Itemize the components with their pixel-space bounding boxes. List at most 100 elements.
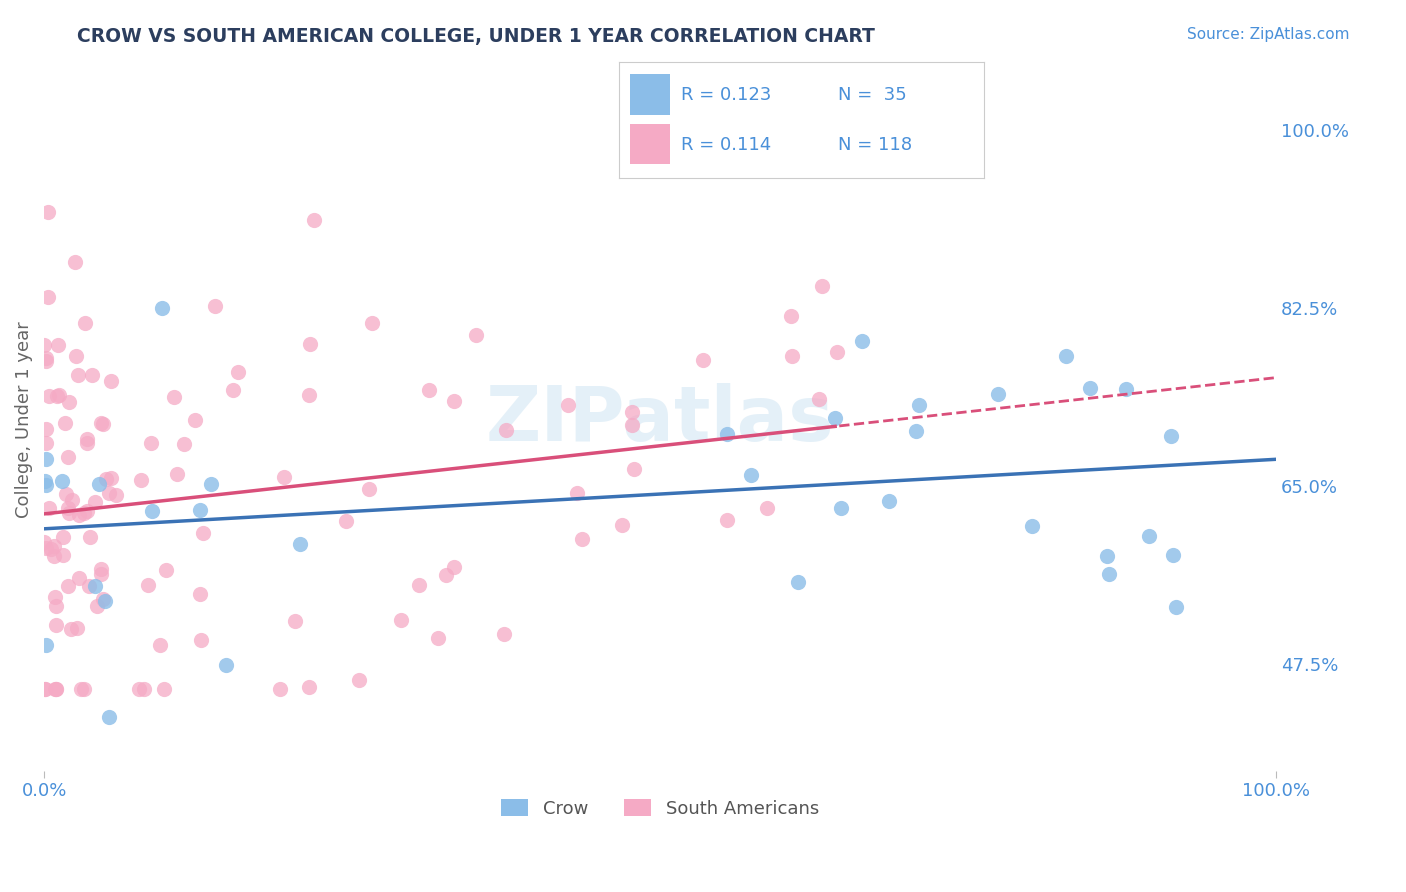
Point (200, 477, 222, 491)
Text: CROW VS SOUTH AMERICAN COLLEGE, UNDER 1 YEAR CORRELATION CHART: CROW VS SOUTH AMERICAN COLLEGE, UNDER 1 … (77, 27, 875, 45)
Point (132, 682, 155, 697)
Point (1161, 548, 1184, 562)
Point (91, 417, 114, 431)
Point (76, 504, 98, 518)
Point (623, 462, 645, 476)
Point (443, 394, 465, 409)
Point (139, 436, 162, 450)
Point (1078, 381, 1101, 395)
Point (86, 599, 108, 613)
Point (908, 398, 931, 412)
Point (90, 562, 112, 576)
Point (100, 375, 122, 389)
Point (55, 486, 77, 500)
Point (811, 278, 834, 293)
Point (35, 351, 58, 366)
Point (91, 591, 114, 606)
Point (59, 622, 82, 636)
Point (35, 421, 58, 435)
Point (34, 436, 56, 450)
Point (48, 337, 70, 351)
Point (45, 682, 67, 697)
Point (44, 539, 66, 553)
Point (756, 500, 779, 515)
Point (70, 682, 93, 697)
Point (188, 587, 211, 601)
Point (48, 388, 70, 402)
Point (827, 344, 849, 359)
Point (557, 398, 579, 412)
Bar (630, 74, 669, 114)
Text: N = 118: N = 118 (838, 136, 912, 153)
Point (1160, 429, 1182, 443)
Point (1021, 519, 1043, 533)
Point (56, 579, 79, 593)
Point (128, 682, 150, 697)
Point (427, 631, 450, 645)
Point (136, 577, 159, 591)
Point (494, 627, 516, 641)
Point (1164, 600, 1187, 615)
Point (716, 513, 738, 527)
Point (97, 710, 120, 724)
Point (141, 503, 163, 517)
Point (66, 621, 89, 635)
Point (34, 682, 56, 697)
Point (780, 349, 803, 363)
Point (298, 680, 321, 694)
Point (1097, 566, 1119, 581)
Point (83, 579, 105, 593)
Point (32, 337, 55, 351)
Point (780, 310, 803, 324)
Point (298, 336, 321, 351)
Point (45, 682, 67, 697)
Point (273, 470, 295, 484)
Y-axis label: College, Under 1 year: College, Under 1 year (15, 321, 32, 518)
Point (565, 486, 588, 500)
Point (53, 417, 76, 431)
Point (42, 549, 65, 564)
Point (361, 316, 384, 330)
Point (188, 503, 211, 517)
Point (184, 413, 207, 427)
Point (34, 474, 56, 488)
Point (288, 537, 311, 551)
Point (73, 682, 96, 697)
Point (389, 613, 412, 627)
Point (45, 389, 67, 403)
Point (786, 575, 808, 590)
Point (87, 477, 110, 491)
Point (905, 424, 928, 438)
Point (149, 638, 172, 652)
Point (191, 526, 214, 541)
Point (45, 618, 67, 632)
Point (35, 638, 58, 652)
Point (100, 470, 122, 484)
Point (84, 495, 107, 509)
Point (302, 213, 325, 227)
Point (67, 571, 90, 585)
Point (52, 530, 75, 544)
Point (190, 632, 212, 647)
Bar (630, 124, 669, 164)
Point (173, 437, 195, 451)
Point (58, 506, 80, 520)
Point (298, 388, 321, 402)
Point (359, 482, 381, 496)
Point (90, 567, 112, 582)
Text: R = 0.123: R = 0.123 (681, 86, 770, 103)
Point (692, 353, 714, 368)
Point (38, 389, 60, 403)
Point (38, 501, 60, 516)
Point (612, 518, 634, 533)
Point (571, 532, 593, 546)
Point (1137, 529, 1160, 543)
Point (621, 417, 644, 432)
Text: R = 0.114: R = 0.114 (681, 136, 770, 153)
Point (153, 682, 176, 697)
Point (434, 567, 457, 582)
Point (65, 349, 87, 363)
Point (52, 548, 75, 562)
Legend: Crow, South Americans: Crow, South Americans (494, 792, 827, 825)
Point (1054, 350, 1077, 364)
